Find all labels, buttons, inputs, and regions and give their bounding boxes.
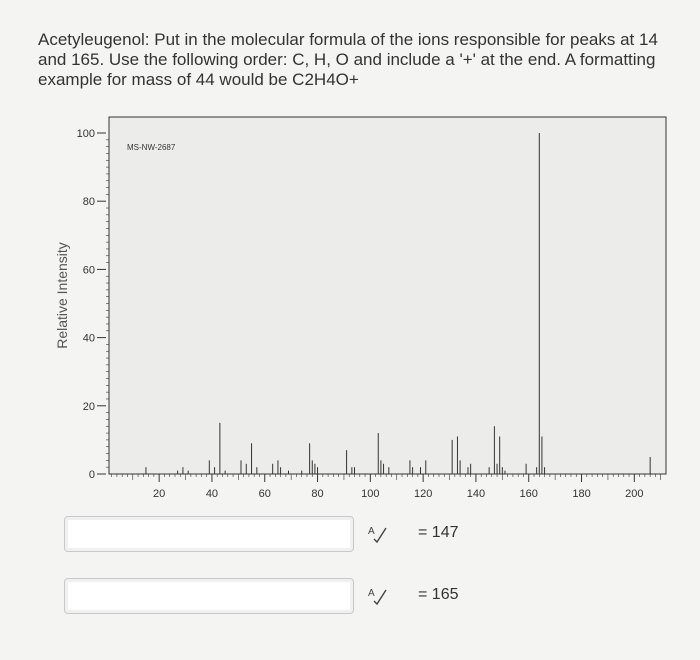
svg-text:A: A: [368, 588, 375, 599]
y-axis-label: Relative Intensity: [54, 242, 70, 349]
answer-row-2: A = 165: [0, 578, 700, 618]
answer-input-1[interactable]: [64, 516, 354, 552]
x-tick-label: 40: [206, 488, 218, 500]
x-tick-label: 140: [467, 488, 485, 500]
question-line-1: Acetyleugenol: Put in the molecular form…: [38, 30, 658, 49]
x-tick-label: 200: [625, 488, 643, 500]
y-tick-label: 0: [89, 469, 95, 481]
answer-input-2[interactable]: [64, 578, 354, 614]
y-tick-label: 80: [83, 196, 95, 208]
question-line-3: example for mass of 44 would be C2H4O+: [38, 70, 359, 89]
x-tick-label: 20: [153, 488, 165, 500]
y-tick-label: 100: [77, 128, 95, 140]
y-tick-label: 40: [83, 333, 95, 345]
x-tick-label: 100: [361, 488, 379, 500]
x-tick-label: 120: [414, 488, 432, 500]
y-tick-label: 60: [83, 264, 95, 276]
answer-label-2: = 165: [418, 586, 459, 603]
x-tick-label: 180: [572, 488, 590, 500]
question-text: Acetyleugenol: Put in the molecular form…: [38, 30, 698, 90]
spell-check-icon[interactable]: A: [366, 524, 388, 544]
x-tick-label: 60: [259, 488, 271, 500]
question-line-2: and 165. Use the following order: C, H, …: [38, 50, 656, 69]
plot-frame: [108, 116, 667, 475]
y-tick-label: 20: [83, 401, 95, 413]
answer-row-1: A = 147: [0, 516, 700, 556]
chart-annotation: MS-NW-2687: [127, 143, 176, 152]
x-tick-label: 80: [311, 488, 323, 500]
spell-check-icon[interactable]: A: [366, 586, 388, 606]
svg-text:A: A: [368, 526, 375, 537]
answer-label-1: = 147: [418, 524, 459, 541]
x-tick-label: 160: [520, 488, 538, 500]
